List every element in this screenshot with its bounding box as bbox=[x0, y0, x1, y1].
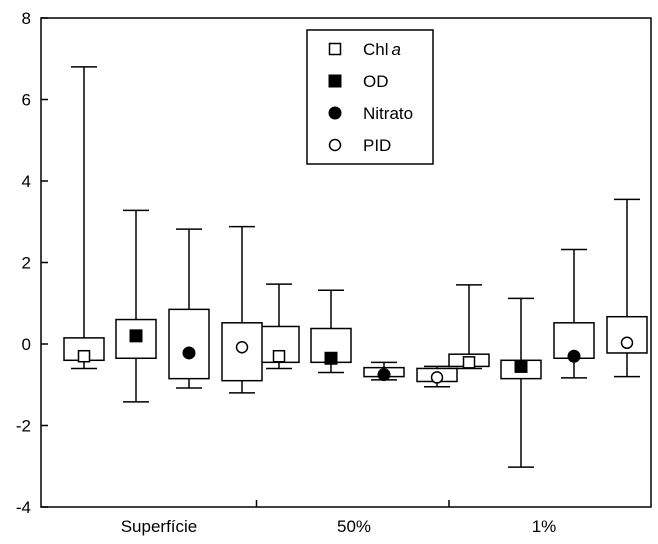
x-tick-label: Superfície bbox=[121, 517, 198, 536]
median-marker bbox=[235, 341, 249, 354]
legend-label: PID bbox=[363, 136, 391, 155]
box-filled-circle-2 bbox=[553, 248, 595, 379]
boxes-layer bbox=[63, 66, 648, 468]
legend-label: Nitrato bbox=[363, 104, 413, 123]
box-iqr bbox=[168, 308, 210, 380]
legend-marker bbox=[328, 106, 342, 120]
box-open-circle-0 bbox=[221, 225, 263, 394]
legend-label: Chl a bbox=[363, 40, 401, 59]
y-tick-label: 6 bbox=[22, 91, 31, 110]
legend-marker bbox=[328, 138, 342, 152]
box-filled-circle-1 bbox=[363, 361, 405, 382]
x-tick-label: 1% bbox=[532, 517, 557, 536]
box-open-square-1 bbox=[258, 283, 300, 370]
box-filled-circle-0 bbox=[168, 228, 210, 389]
y-tick-label: 8 bbox=[22, 9, 31, 28]
legend: Chl a OD Nitrato PID bbox=[306, 29, 434, 165]
median-marker bbox=[430, 371, 444, 384]
legend-marker bbox=[328, 42, 342, 56]
median-marker bbox=[129, 329, 143, 343]
median-marker bbox=[377, 368, 391, 382]
box-filled-square-2 bbox=[500, 297, 542, 468]
median-marker bbox=[620, 336, 634, 350]
median-marker bbox=[514, 359, 528, 373]
box-open-square-0 bbox=[63, 66, 105, 370]
median-marker bbox=[182, 346, 196, 360]
median-marker bbox=[462, 356, 476, 369]
y-tick-label: 2 bbox=[22, 254, 31, 273]
median-marker bbox=[272, 349, 286, 363]
legend-box bbox=[306, 29, 434, 165]
median-marker bbox=[324, 351, 338, 365]
y-tick-label: -4 bbox=[16, 498, 31, 517]
y-tick-label: -2 bbox=[16, 417, 31, 436]
legend-label: OD bbox=[363, 72, 389, 91]
x-tick-label: 50% bbox=[337, 517, 371, 536]
box-filled-square-1 bbox=[310, 289, 352, 374]
box-open-circle-1 bbox=[416, 365, 458, 388]
box-open-square-2 bbox=[448, 284, 490, 370]
axes-layer: -4 -2 0 2 4 6 8 Superfície 50% 1% bbox=[16, 9, 652, 536]
box-iqr bbox=[553, 322, 595, 360]
legend-marker bbox=[328, 74, 342, 88]
median-marker bbox=[567, 349, 581, 363]
y-tick-label: 4 bbox=[22, 172, 31, 191]
box-filled-square-0 bbox=[115, 209, 157, 403]
median-marker bbox=[77, 349, 91, 363]
box-open-circle-2 bbox=[606, 198, 648, 378]
y-tick-label: 0 bbox=[22, 335, 31, 354]
